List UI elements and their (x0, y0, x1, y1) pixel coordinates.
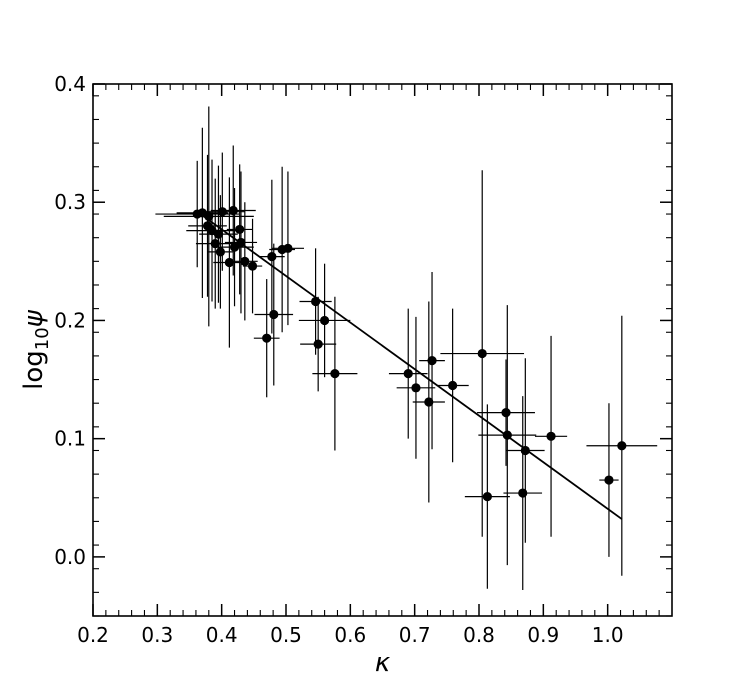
data-point (267, 252, 277, 262)
data-point (283, 243, 293, 253)
data-point (262, 333, 272, 343)
data-point (546, 431, 556, 441)
data-point (604, 475, 614, 485)
error-bars (155, 106, 658, 590)
data-point (213, 229, 224, 239)
tick-labels: 0.2 0.3 0.4 0.5 0.6 0.7 0.8 0.9 1.0 0.0 0.1 0.2 0.3 0… (54, 72, 623, 647)
data-point (313, 339, 323, 349)
data-point (520, 445, 530, 456)
axis-ticks (92, 83, 672, 617)
data-points (192, 205, 627, 502)
y-tick-label: 0.1 (54, 427, 86, 451)
data-point (502, 430, 512, 440)
data-point (310, 296, 321, 307)
data-point (411, 383, 421, 393)
x-tick-label: 0.5 (270, 623, 302, 647)
y-tick-label: 0.4 (54, 72, 86, 96)
data-point (235, 224, 245, 235)
data-point (330, 369, 340, 379)
data-point (477, 348, 487, 359)
data-point (204, 211, 214, 222)
y-tick-label: 0.3 (54, 190, 86, 214)
x-tick-label: 1.0 (592, 623, 624, 647)
data-point (228, 205, 238, 216)
y-tick-label: 0.2 (54, 308, 86, 332)
x-tick-label: 0.3 (141, 623, 173, 647)
data-point (240, 256, 250, 266)
data-point (217, 207, 227, 217)
y-tick-label: 0.0 (54, 545, 86, 569)
x-tick-label: 0.4 (206, 623, 238, 647)
x-tick-label: 0.8 (463, 623, 495, 647)
data-point (269, 309, 279, 320)
data-point (482, 491, 492, 502)
fit-line (196, 210, 623, 520)
plot-frame (92, 83, 673, 617)
data-point (403, 369, 413, 379)
data-point (424, 397, 434, 407)
data-point (229, 242, 240, 252)
x-tick-label: 0.7 (399, 623, 431, 647)
data-point (236, 237, 246, 248)
y-axis-label-sub: 10 (32, 327, 53, 350)
data-point (501, 408, 511, 418)
data-point (518, 488, 528, 498)
y-axis-label-main: log (19, 350, 49, 390)
x-tick-label: 0.2 (77, 623, 109, 647)
data-point (224, 257, 234, 268)
x-axis-label: κ (375, 648, 391, 678)
data-point (210, 239, 220, 249)
x-tick-label: 0.6 (334, 623, 366, 647)
data-point (427, 356, 437, 366)
y-axis-label-var: ψ (19, 309, 49, 327)
data-point (448, 380, 458, 391)
data-point (320, 315, 330, 326)
data-point (247, 261, 258, 271)
data-point (617, 441, 627, 451)
x-tick-label: 0.9 (527, 623, 559, 647)
data-point (215, 247, 225, 257)
y-axis-label: log10ψ (19, 309, 53, 390)
